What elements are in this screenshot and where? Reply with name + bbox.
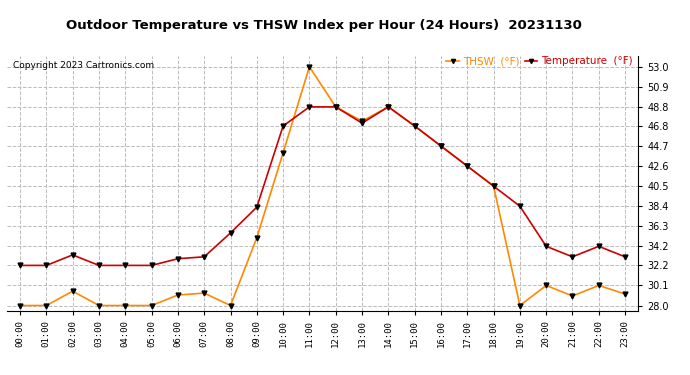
Text: Copyright 2023 Cartronics.com: Copyright 2023 Cartronics.com [13,62,155,70]
Text: Outdoor Temperature vs THSW Index per Hour (24 Hours)  20231130: Outdoor Temperature vs THSW Index per Ho… [66,19,582,32]
Legend: THSW  (°F), Temperature  (°F): THSW (°F), Temperature (°F) [446,56,633,66]
